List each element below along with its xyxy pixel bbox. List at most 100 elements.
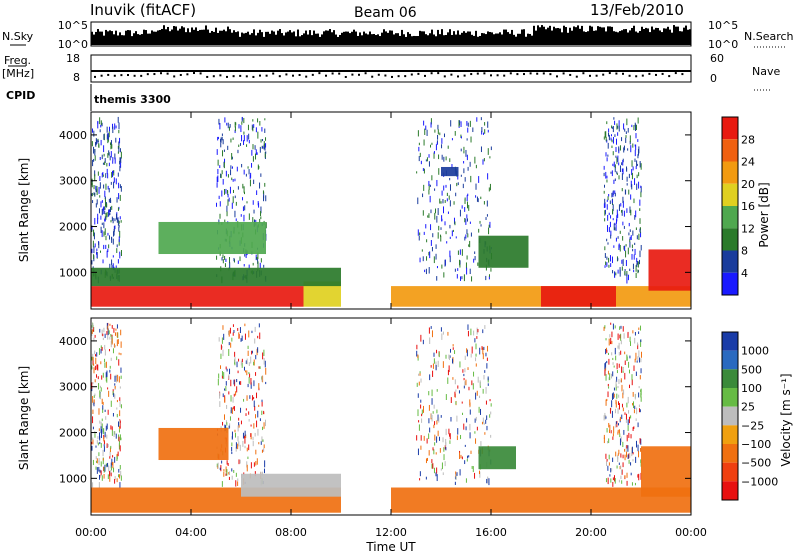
- scatter-mark: [618, 125, 620, 132]
- scatter-mark: [624, 128, 626, 132]
- scatter-mark: [637, 139, 639, 142]
- scatter-mark: [606, 139, 608, 143]
- scatter-mark: [96, 467, 98, 474]
- scatter-mark: [441, 138, 443, 144]
- scatter-mark: [263, 264, 265, 268]
- time-x-axis: 00:00 04:00 08:00 12:00 16:00 20:00 00:00: [75, 112, 707, 539]
- scatter-mark: [103, 440, 105, 445]
- scatter-mark: [227, 199, 229, 206]
- scatter-mark: [245, 360, 247, 364]
- scatter-mark: [460, 174, 462, 177]
- scatter-mark: [463, 385, 465, 389]
- scatter-mark: [432, 447, 434, 451]
- echo-region: [648, 249, 691, 291]
- scatter-mark: [449, 158, 451, 162]
- scatter-mark: [486, 363, 488, 369]
- scatter-mark: [464, 368, 466, 373]
- scatter-mark: [118, 239, 120, 246]
- scatter-mark: [454, 391, 456, 397]
- scatter-mark: [249, 174, 251, 179]
- scatter-mark: [608, 438, 610, 444]
- velocity-colorbar-frame: [721, 331, 739, 501]
- scatter-mark: [433, 424, 435, 429]
- scatter-mark: [238, 417, 240, 421]
- nsky-bar: [683, 27, 685, 45]
- scatter-mark: [435, 472, 437, 477]
- nave-dot: [595, 74, 598, 77]
- nsearch-label: N.Search: [744, 30, 794, 43]
- scatter-mark: [112, 348, 114, 354]
- scatter-mark: [618, 175, 620, 180]
- nsky-bar: [507, 32, 509, 45]
- scatter-mark: [478, 176, 480, 183]
- scatter-mark: [485, 275, 487, 281]
- scatter-mark: [104, 464, 106, 472]
- scatter-mark: [243, 214, 245, 222]
- scatter-mark: [640, 186, 642, 193]
- scatter-mark: [239, 256, 241, 262]
- nsky-bar: [345, 31, 347, 45]
- scatter-mark: [226, 190, 228, 193]
- scatter-mark: [225, 473, 227, 476]
- scatter-mark: [448, 365, 450, 373]
- scatter-mark: [622, 407, 624, 412]
- scatter-mark: [420, 435, 422, 441]
- scatter-mark: [258, 366, 260, 369]
- scatter-mark: [108, 210, 110, 213]
- scatter-mark: [229, 262, 231, 269]
- nsky-bar: [405, 36, 407, 45]
- scatter-mark: [101, 329, 103, 336]
- nave-dot: [325, 74, 327, 77]
- scatter-mark: [624, 269, 626, 272]
- scatter-mark: [221, 375, 223, 379]
- power-colorbar-tick: 16: [741, 200, 755, 213]
- scatter-mark: [639, 218, 641, 224]
- freq-unit: [MHz]: [2, 67, 34, 80]
- scatter-mark: [619, 244, 621, 252]
- scatter-mark: [608, 128, 610, 133]
- scatter-mark: [465, 262, 467, 269]
- scatter-mark: [256, 257, 258, 260]
- scatter-mark: [93, 130, 95, 137]
- scatter-mark: [426, 256, 428, 261]
- scatter-mark: [459, 361, 461, 368]
- scatter-mark: [440, 468, 442, 471]
- nsky-bar: [669, 29, 671, 45]
- scatter-mark: [100, 421, 102, 428]
- scatter-mark: [242, 197, 244, 201]
- scatter-mark: [626, 444, 628, 449]
- scatter-mark: [265, 137, 267, 141]
- scatter-mark: [91, 445, 93, 451]
- nsky-bar: [661, 32, 663, 45]
- scatter-mark: [101, 200, 103, 203]
- scatter-mark: [95, 445, 97, 448]
- scatter-mark: [616, 370, 618, 374]
- scatter-mark: [242, 206, 244, 212]
- scatter-mark: [98, 241, 100, 249]
- nave-dot: [127, 74, 129, 77]
- scatter-mark: [420, 404, 422, 409]
- nave-dot: [668, 75, 671, 78]
- scatter-mark: [449, 177, 451, 181]
- scatter-mark: [96, 248, 98, 252]
- scatter-mark: [604, 412, 606, 419]
- scatter-mark: [252, 395, 254, 400]
- scatter-mark: [456, 274, 458, 279]
- scatter-mark: [226, 404, 228, 409]
- nave-dot: [351, 73, 354, 76]
- scatter-mark: [119, 184, 121, 189]
- scatter-mark: [104, 362, 106, 368]
- nsky-bar: [397, 33, 399, 45]
- nsky-bar: [409, 33, 411, 45]
- nsky-bar: [269, 33, 271, 45]
- scatter-mark: [616, 171, 618, 174]
- scatter-mark: [629, 236, 631, 240]
- scatter-mark: [115, 178, 117, 185]
- scatter-mark: [425, 268, 427, 275]
- scatter-mark: [620, 325, 622, 329]
- scatter-mark: [620, 203, 622, 207]
- velocity-heatmap: [91, 322, 691, 513]
- scatter-mark: [604, 202, 606, 208]
- scatter-mark: [258, 166, 260, 169]
- scatter-mark: [639, 357, 641, 363]
